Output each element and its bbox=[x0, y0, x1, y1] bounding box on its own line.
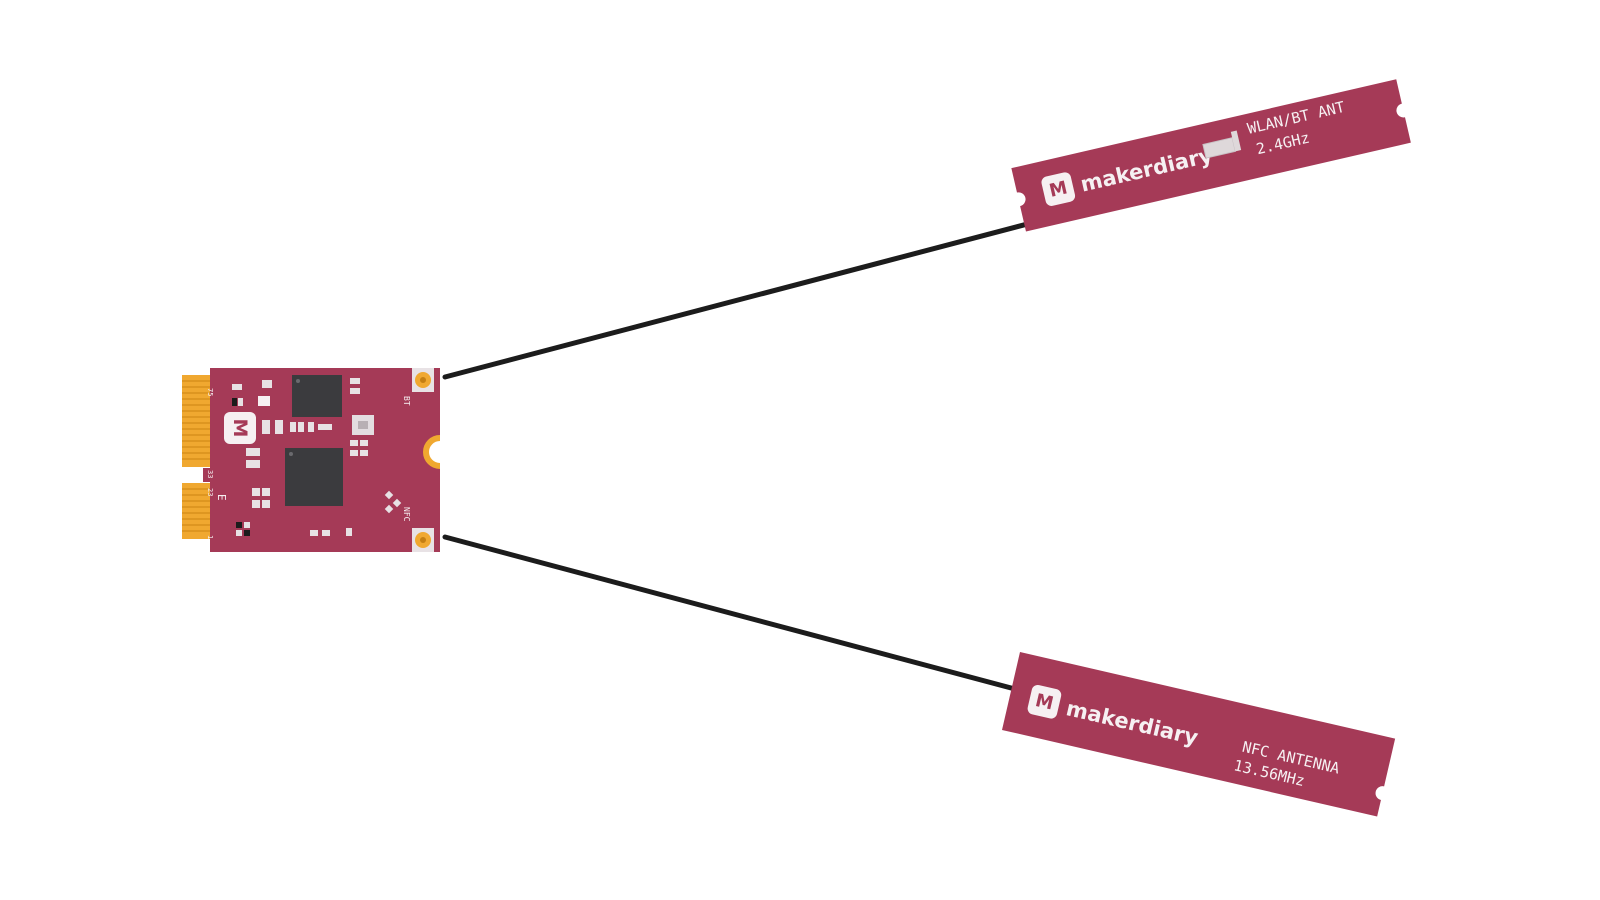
module-logo-icon: M bbox=[224, 412, 256, 444]
pin-label-mid-b: 23 bbox=[206, 488, 214, 496]
cables bbox=[442, 177, 1198, 696]
chip-main bbox=[285, 448, 343, 506]
chip-top bbox=[292, 375, 342, 417]
nfc-cable bbox=[442, 534, 1033, 696]
nfc-ufl-connector bbox=[412, 528, 434, 552]
nfc-antenna: M makerdiary NFC ANTENNA 13.56MHz bbox=[1002, 652, 1396, 817]
wlan-antenna: M makerdiary WLAN/BT ANT 2.4GHz bbox=[1011, 79, 1411, 232]
passive-components bbox=[232, 378, 402, 536]
pin-label-mid-a: 33 bbox=[206, 470, 214, 478]
bt-label: BT bbox=[402, 396, 411, 406]
key-label: E bbox=[215, 494, 228, 501]
svg-text:M: M bbox=[1047, 177, 1069, 201]
makerdiary-logo-icon: M bbox=[1027, 684, 1062, 719]
nfc-label: NFC bbox=[402, 507, 411, 522]
pin-label-bottom: 1 bbox=[206, 535, 214, 539]
svg-text:M: M bbox=[229, 419, 251, 438]
pin-label-top: 75 bbox=[206, 388, 214, 396]
svg-text:M: M bbox=[1033, 690, 1055, 714]
makerdiary-logo-icon: M bbox=[1041, 172, 1076, 206]
edge-connector bbox=[182, 375, 214, 539]
bt-ufl-connector bbox=[412, 368, 434, 392]
m2-module: 75 33 23 1 E M bbox=[182, 368, 441, 552]
